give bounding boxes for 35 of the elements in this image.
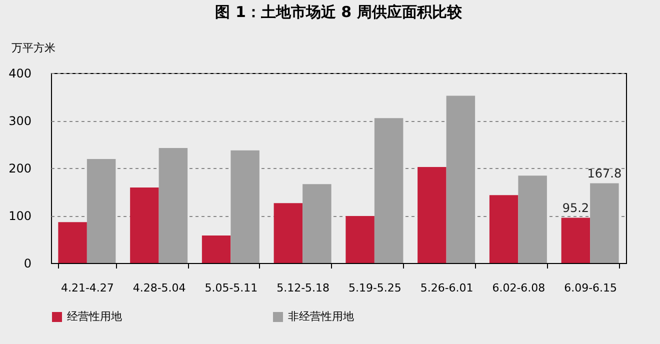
x-tick-label: 5.05-5.11 [204,282,258,294]
y-tick-label: 400 [8,66,32,80]
legend-label: 经营性用地 [67,310,122,323]
y-tick-label: 0 [24,256,32,270]
data-label: 95.2 [562,200,590,215]
y-axis-title: 万平方米 [12,42,56,54]
bar [58,222,87,263]
x-tick-label: 6.02-6.08 [492,282,546,294]
legend-label: 非经营性用地 [288,310,354,323]
x-tick-label: 5.19-5.25 [348,282,402,294]
bar [274,203,303,263]
bar [561,218,590,263]
x-tick-label: 4.21-4.27 [60,282,114,294]
bar [158,148,188,263]
bar [346,216,374,263]
bar [374,118,404,263]
bar [590,183,619,263]
x-tick-label: 5.26-6.01 [420,282,474,294]
bar [86,158,116,263]
bar [489,195,518,263]
bar [202,235,231,263]
chart-title: 图 1：土地市场近 8 周供应面积比较 [215,3,463,21]
bar [518,176,547,263]
x-tick-label: 6.09-6.15 [564,282,618,294]
data-label: 167.8 [587,166,622,180]
y-tick-label: 300 [8,114,32,128]
y-tick-label: 200 [8,162,32,176]
bar [446,96,476,263]
x-tick-label: 5.12-5.18 [276,282,330,294]
bar [130,187,159,263]
bar [418,167,446,263]
y-tick-label: 100 [8,209,32,223]
bar [302,184,332,263]
bar [230,150,260,263]
x-tick-label: 4.28-5.04 [132,282,186,294]
